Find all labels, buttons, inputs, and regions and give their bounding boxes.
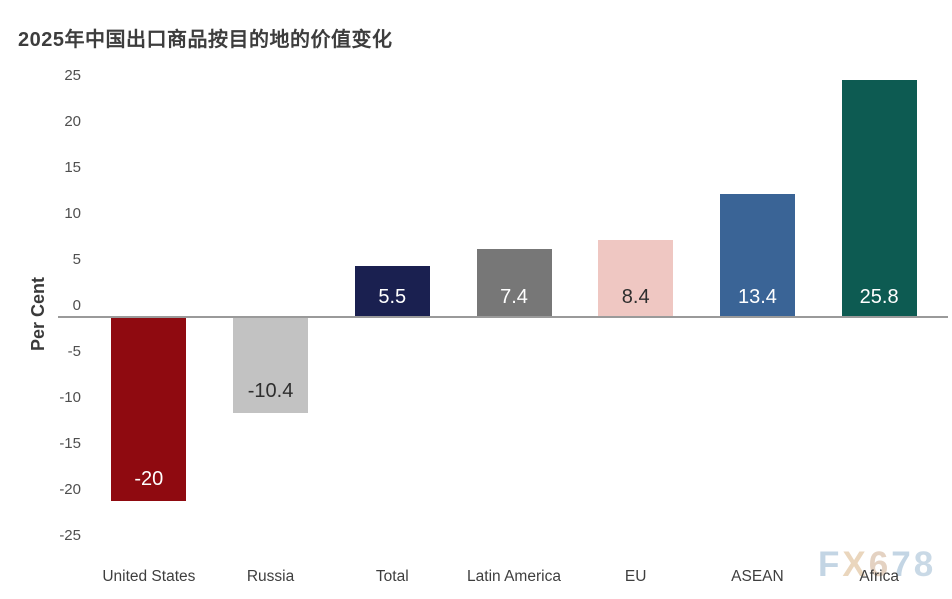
watermark-letter-8: 8 <box>913 545 937 584</box>
category-label-united-states: United States <box>102 568 196 585</box>
y-tick--15: -15 <box>59 435 81 452</box>
y-tick-20: 20 <box>64 113 81 130</box>
category-label-asean: ASEAN <box>731 568 784 585</box>
y-axis-label: Per Cent <box>28 276 48 352</box>
value-label-eu: 8.4 <box>621 286 650 308</box>
y-tick-15: 15 <box>64 159 81 176</box>
watermark-letter-6: 6 <box>868 545 892 584</box>
value-label-united-states: -20 <box>134 468 164 490</box>
value-label-asean: 13.4 <box>737 286 777 308</box>
value-label-latin-america: 7.4 <box>500 286 528 308</box>
watermark-letter-F: F <box>818 545 843 584</box>
watermark-letter-X: X <box>842 545 869 584</box>
y-tick--10: -10 <box>59 389 81 406</box>
chart-title: 2025年中国出口商品按目的地的价值变化 <box>18 29 393 51</box>
bar-asean <box>719 193 795 317</box>
zero-axis-line <box>58 316 948 318</box>
bar-latin-america <box>476 248 552 317</box>
value-label-africa: 25.8 <box>859 286 899 308</box>
watermark-letter-7: 7 <box>891 545 914 584</box>
category-label-eu: EU <box>624 568 647 585</box>
bar-africa <box>841 79 917 317</box>
bar-eu <box>598 239 674 317</box>
category-label-russia: Russia <box>246 568 295 585</box>
value-label-russia: -10.4 <box>247 379 294 402</box>
bar-united-states <box>111 317 187 501</box>
category-label-total: Total <box>375 568 409 585</box>
category-label-latin-america: Latin America <box>467 568 561 585</box>
value-label-total: 5.5 <box>378 286 407 308</box>
bar-total <box>354 266 430 317</box>
y-tick--25: -25 <box>59 527 81 544</box>
bar-russia <box>233 317 309 413</box>
watermark-fx678: FX678 <box>818 545 936 585</box>
y-tick--20: -20 <box>59 481 81 498</box>
y-tick-10: 10 <box>64 205 81 222</box>
y-tick-25: 25 <box>64 67 81 84</box>
